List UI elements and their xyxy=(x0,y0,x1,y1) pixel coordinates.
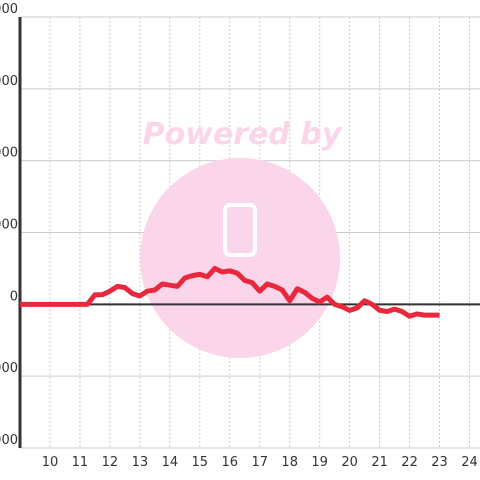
y-tick-label: 12,000 xyxy=(0,2,18,17)
x-tick-label: 18 xyxy=(281,455,298,470)
x-tick-label: 15 xyxy=(192,455,209,470)
x-tick-label: 21 xyxy=(371,455,388,470)
line-series xyxy=(20,265,440,319)
x-tick-label: 13 xyxy=(132,455,149,470)
x-tick-label: 24 xyxy=(461,455,478,470)
x-tick-label: 19 xyxy=(311,455,328,470)
x-tick-label: 22 xyxy=(401,455,418,470)
x-tick-label: 20 xyxy=(341,455,358,470)
y-tick-label: 6,000 xyxy=(0,146,18,161)
x-tick-label: 16 xyxy=(221,455,238,470)
y-tick-label: 0 xyxy=(10,289,18,304)
x-tick-label: 12 xyxy=(102,455,119,470)
x-tick-label: 11 xyxy=(72,455,89,470)
x-tick-label: 10 xyxy=(42,455,59,470)
y-tick-label: -3,000 xyxy=(0,361,18,376)
watermark-icon xyxy=(223,203,257,257)
watermark-logo xyxy=(140,158,340,358)
x-tick-label: 23 xyxy=(431,455,448,470)
x-tick-label: 14 xyxy=(162,455,179,470)
x-tick-label: 17 xyxy=(251,455,268,470)
y-tick-label: 3,000 xyxy=(0,218,18,233)
watermark-text: Powered by xyxy=(143,117,343,152)
y-tick-label: -6,000 xyxy=(0,433,18,448)
y-tick-label: 9,000 xyxy=(0,74,18,89)
